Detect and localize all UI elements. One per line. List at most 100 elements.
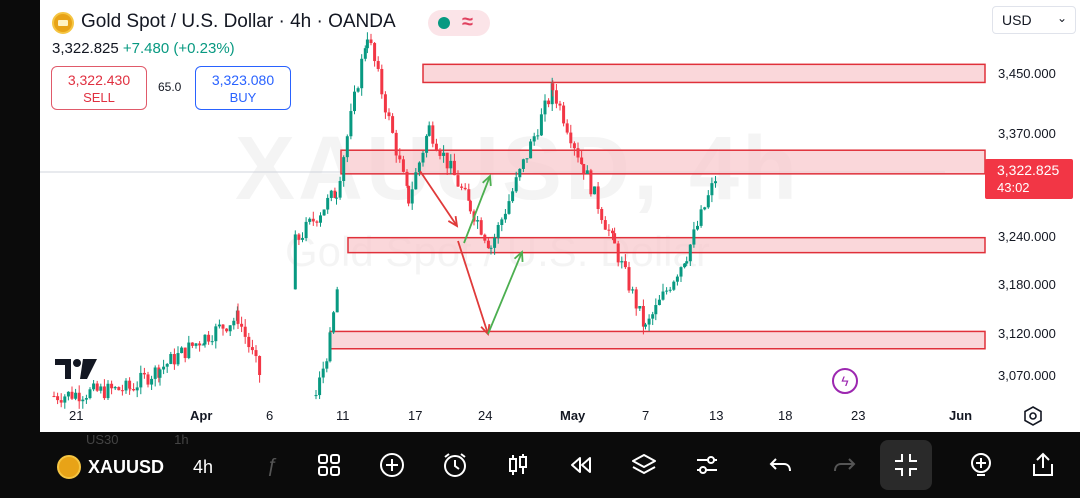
currency-select[interactable]: USD ⌄ bbox=[992, 6, 1076, 34]
time-axis-label: 21 bbox=[69, 408, 84, 423]
candle-body bbox=[373, 43, 377, 62]
buy-button[interactable]: 3,323.080 BUY bbox=[195, 66, 291, 110]
chart-type-icon[interactable] bbox=[503, 450, 533, 480]
time-axis-label: 17 bbox=[408, 408, 423, 423]
candle-body bbox=[63, 396, 67, 403]
selected-tool-highlight bbox=[880, 440, 932, 490]
ghost-timeframe: 1h bbox=[174, 432, 189, 447]
add-drawing-icon[interactable] bbox=[966, 450, 996, 480]
candle-body bbox=[425, 135, 429, 153]
candle-body bbox=[333, 190, 337, 198]
exit-fullscreen-icon[interactable] bbox=[891, 450, 921, 480]
candle-body bbox=[258, 356, 262, 376]
chart-area[interactable]: XAUUSD, 4h Gold Spot / U.S. Dollar Gold … bbox=[40, 0, 1080, 432]
candle-body bbox=[59, 400, 63, 403]
candle-body bbox=[417, 162, 421, 173]
candle-body bbox=[445, 152, 449, 169]
candle-body bbox=[438, 150, 442, 156]
candle-body bbox=[158, 369, 162, 378]
candle-body bbox=[467, 189, 471, 201]
candle-body bbox=[434, 143, 438, 151]
candle-body bbox=[180, 347, 184, 354]
candle-body bbox=[529, 141, 533, 159]
candle-body bbox=[52, 396, 56, 398]
candle-body bbox=[688, 244, 692, 262]
candle-body bbox=[613, 233, 617, 244]
candle-body bbox=[99, 386, 103, 391]
layouts-icon[interactable] bbox=[314, 450, 344, 480]
candle-body bbox=[376, 61, 380, 69]
market-status-pill[interactable]: ≈ bbox=[428, 10, 490, 36]
candle-body bbox=[240, 323, 244, 327]
candle-body bbox=[611, 230, 614, 234]
toolbar-timeframe[interactable]: 4h bbox=[193, 457, 214, 477]
candle-body bbox=[360, 58, 364, 89]
candle-body bbox=[124, 380, 128, 391]
redo-icon[interactable] bbox=[829, 450, 859, 480]
candle-body bbox=[176, 353, 180, 365]
candle-body bbox=[651, 314, 655, 319]
candle-body bbox=[228, 325, 232, 332]
candle-body bbox=[70, 391, 74, 399]
add-icon[interactable] bbox=[377, 450, 407, 480]
candle-body bbox=[190, 342, 194, 346]
candle-body bbox=[616, 243, 620, 263]
candle-body bbox=[301, 238, 304, 240]
candle-body bbox=[214, 326, 218, 342]
toolbar-symbol[interactable]: XAUUSD bbox=[88, 457, 165, 477]
alert-icon[interactable] bbox=[440, 450, 470, 480]
candle-body bbox=[696, 225, 699, 230]
candle-body bbox=[521, 159, 525, 169]
candle-body bbox=[110, 383, 114, 389]
chevron-down-icon: ⌄ bbox=[1056, 11, 1067, 25]
arrow-head bbox=[482, 174, 492, 187]
symbol-title[interactable]: Gold Spot / U.S. Dollar · 4h · OANDA bbox=[81, 11, 396, 32]
replay-icon[interactable] bbox=[566, 450, 596, 480]
candle-body bbox=[128, 380, 132, 389]
flash-icon[interactable]: ϟ bbox=[832, 368, 858, 394]
ghost-symbol: US30 bbox=[86, 432, 119, 447]
layers-icon[interactable] bbox=[629, 450, 659, 480]
price-chart[interactable] bbox=[40, 0, 1080, 432]
sell-button[interactable]: 3,322.430 SELL bbox=[51, 66, 147, 110]
sell-label: SELL bbox=[83, 90, 115, 105]
candle-body bbox=[518, 168, 522, 178]
candle-body bbox=[657, 299, 661, 306]
market-open-icon bbox=[438, 17, 450, 29]
candle-body bbox=[427, 125, 431, 136]
share-icon[interactable] bbox=[1028, 450, 1058, 480]
candle-body bbox=[638, 306, 642, 309]
candle-body bbox=[483, 234, 487, 241]
candle-body bbox=[661, 291, 665, 300]
candle-body bbox=[536, 135, 540, 137]
currency-value: USD bbox=[1002, 12, 1032, 28]
candle-body bbox=[363, 48, 367, 59]
candle-body bbox=[547, 100, 551, 105]
candle-body bbox=[113, 387, 117, 389]
candle-body bbox=[187, 342, 191, 359]
gold-symbol-icon bbox=[52, 12, 74, 34]
sell-price: 3,322.430 bbox=[67, 72, 131, 88]
candle-body bbox=[225, 328, 229, 332]
gold-symbol-icon bbox=[57, 455, 81, 479]
candle-body bbox=[699, 209, 703, 226]
candle-body bbox=[321, 368, 325, 378]
candle-body bbox=[460, 186, 464, 188]
buy-price: 3,323.080 bbox=[211, 72, 275, 88]
candle-body bbox=[353, 91, 356, 112]
candle-body bbox=[74, 392, 78, 399]
candle-body bbox=[162, 366, 166, 370]
undo-icon[interactable] bbox=[766, 450, 796, 480]
candle-body bbox=[254, 350, 258, 357]
chart-settings-icon[interactable] bbox=[1023, 406, 1043, 426]
candle-body bbox=[365, 39, 369, 49]
candle-body bbox=[342, 157, 346, 181]
supply-demand-zone bbox=[347, 236, 986, 254]
candle-body bbox=[349, 111, 353, 137]
settings-sliders-icon[interactable] bbox=[692, 450, 722, 480]
candle-body bbox=[479, 220, 483, 235]
candle-body bbox=[607, 229, 611, 231]
candle-body bbox=[380, 68, 384, 95]
candle-body bbox=[500, 219, 504, 225]
candle-body bbox=[405, 171, 409, 186]
